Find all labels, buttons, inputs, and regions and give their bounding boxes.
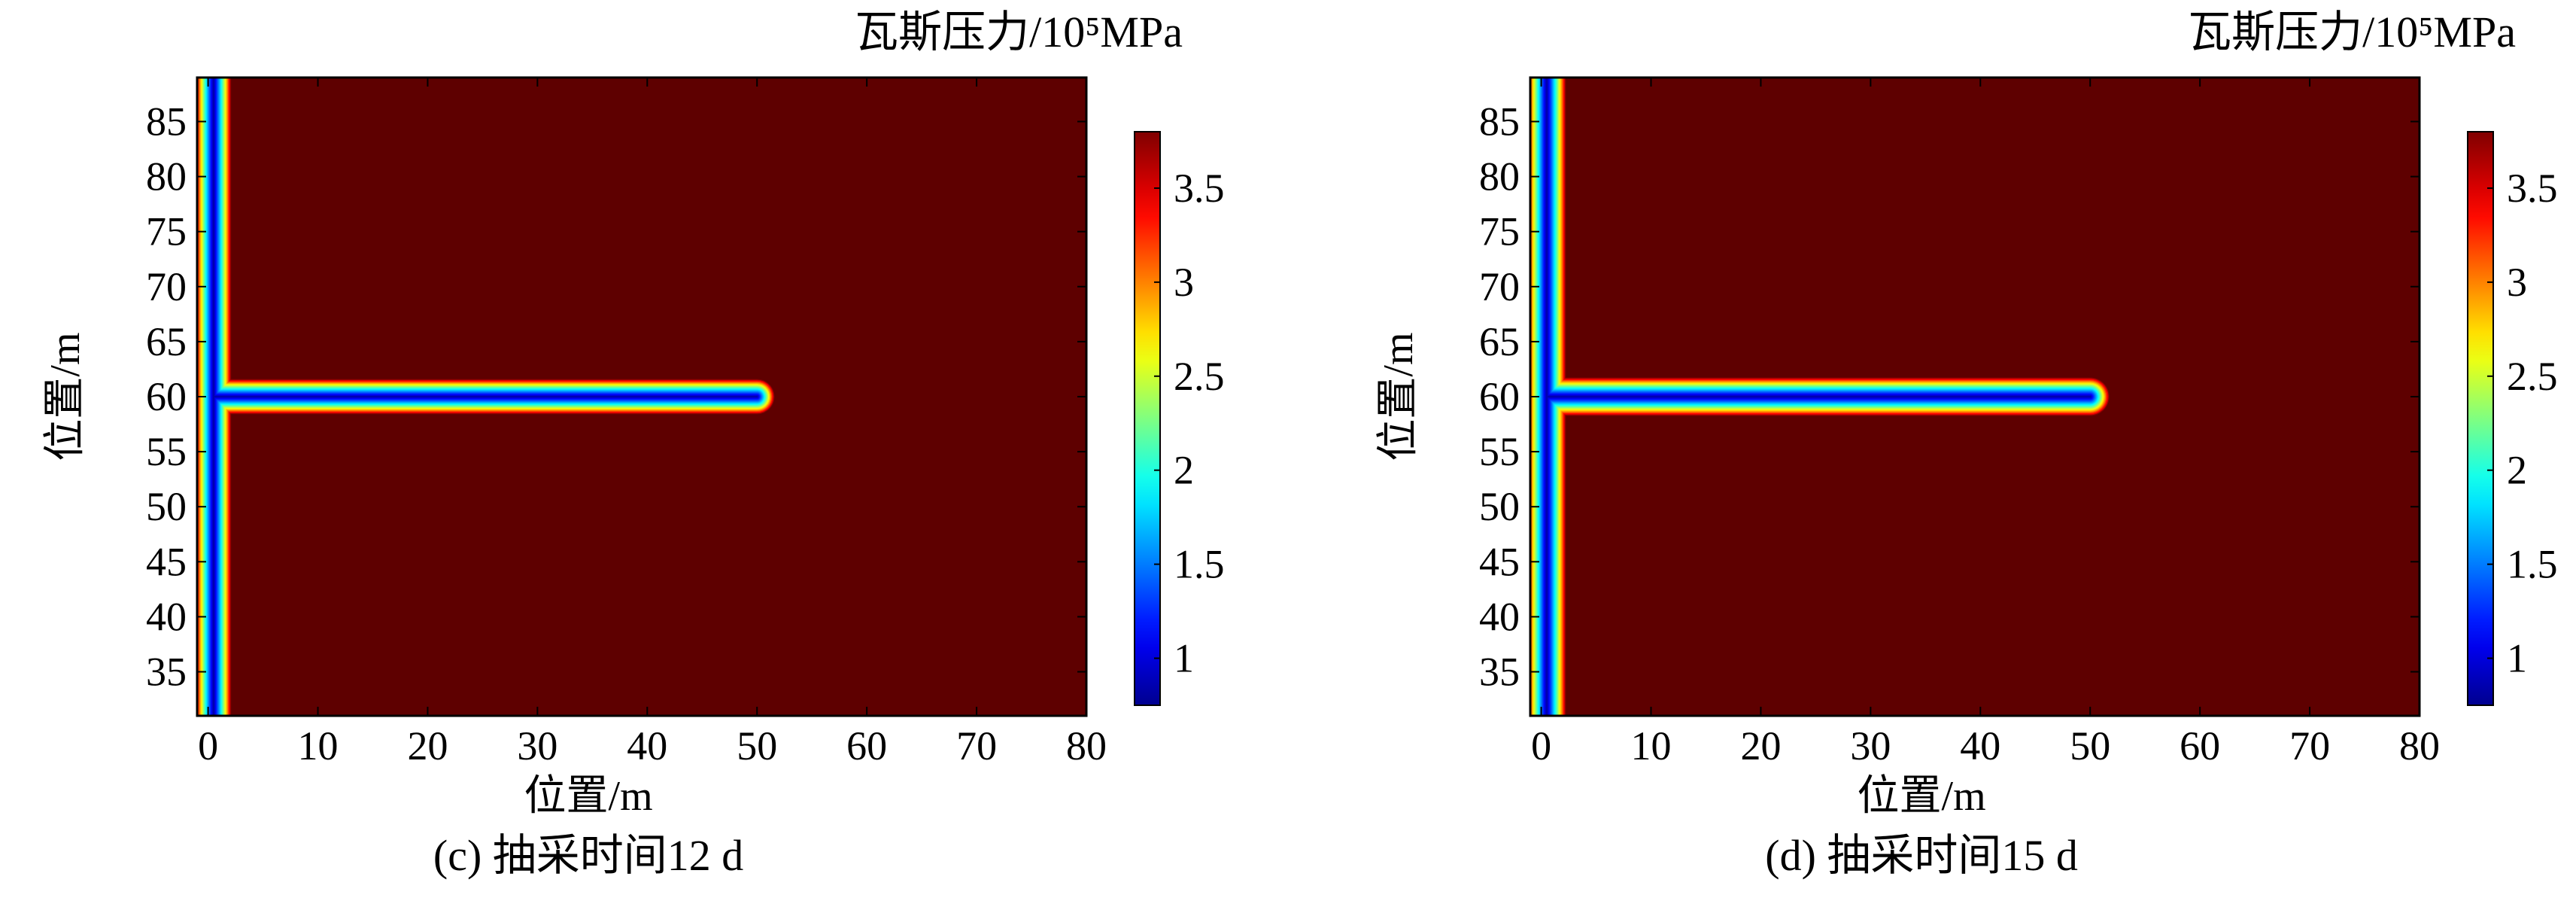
x-tick-label: 80 bbox=[1066, 723, 1107, 768]
y-axis-label: 位置/m bbox=[42, 332, 89, 461]
y-tick-label: 55 bbox=[146, 429, 187, 474]
y-tick-label: 35 bbox=[1479, 650, 1520, 695]
panel-c: 0 10 20 30 40 50 60 70 80 35 40 45 50 55 60 65 70 75 80 85 位… bbox=[42, 8, 1225, 880]
colorbar bbox=[1134, 131, 1161, 706]
colorbar-tick-label: 1 bbox=[1174, 636, 1194, 681]
colorbar-tick-label: 2 bbox=[2507, 448, 2527, 493]
pressure-contour-band bbox=[212, 78, 758, 716]
pressure-contour-band bbox=[1545, 78, 2091, 716]
y-tick-label: 60 bbox=[1479, 374, 1520, 419]
pressure-field bbox=[197, 78, 1086, 716]
x-axis-label: 位置/m bbox=[524, 773, 653, 820]
y-tick-label: 50 bbox=[1479, 484, 1520, 529]
colorbar-tick-label: 2 bbox=[1174, 448, 1194, 493]
y-tick-label: 60 bbox=[146, 374, 187, 419]
panel-caption: (d) 抽采时间15 d bbox=[1765, 831, 2078, 880]
y-tick-label: 85 bbox=[146, 99, 187, 144]
colorbar-tick-label: 1 bbox=[2507, 636, 2527, 681]
x-tick-label: 30 bbox=[1850, 723, 1891, 768]
x-tick-label: 50 bbox=[737, 723, 777, 768]
colorbar-tick-label: 1.5 bbox=[2507, 542, 2558, 587]
y-tick-label: 80 bbox=[1479, 154, 1520, 199]
y-tick-label: 40 bbox=[1479, 594, 1520, 639]
panel-caption: (c) 抽采时间12 d bbox=[433, 831, 743, 880]
y-tick-label: 75 bbox=[1479, 209, 1520, 254]
x-tick-label: 80 bbox=[2399, 723, 2440, 768]
x-tick-label: 30 bbox=[517, 723, 557, 768]
x-tick-label: 20 bbox=[407, 723, 448, 768]
x-tick-label: 70 bbox=[956, 723, 997, 768]
pressure-field bbox=[1530, 78, 2420, 716]
x-tick-label: 0 bbox=[1531, 723, 1551, 768]
x-tick-label: 20 bbox=[1740, 723, 1781, 768]
y-tick-label: 85 bbox=[1479, 99, 1520, 144]
colorbar-tick-label: 3.5 bbox=[1174, 166, 1225, 211]
borehole-influence bbox=[1530, 78, 2110, 716]
y-tick-label: 75 bbox=[146, 209, 187, 254]
colorbar-tick-label: 3 bbox=[1174, 260, 1194, 305]
panel-d: 0 10 20 30 40 50 60 70 80 35 40 45 50 55 60 65 70 75 80 85 位… bbox=[1375, 8, 2558, 880]
x-tick-label: 70 bbox=[2289, 723, 2330, 768]
y-tick-label: 65 bbox=[1479, 319, 1520, 364]
colorbar-tick-label: 1.5 bbox=[1174, 542, 1225, 587]
x-tick-label: 10 bbox=[298, 723, 339, 768]
y-tick-label: 65 bbox=[146, 319, 187, 364]
y-tick-label: 70 bbox=[146, 264, 187, 309]
x-tick-label: 40 bbox=[627, 723, 667, 768]
x-tick-label: 10 bbox=[1631, 723, 1672, 768]
x-axis-label: 位置/m bbox=[1858, 773, 1986, 820]
colorbar-tick-label: 2.5 bbox=[1174, 354, 1225, 399]
colorbar-tick-label: 3 bbox=[2507, 260, 2527, 305]
y-tick-label: 70 bbox=[1479, 264, 1520, 309]
x-tick-label: 50 bbox=[2070, 723, 2110, 768]
x-tick-label: 60 bbox=[2180, 723, 2220, 768]
y-tick-label: 80 bbox=[146, 154, 187, 199]
colorbar-tick-label: 2.5 bbox=[2507, 354, 2558, 399]
y-tick-label: 45 bbox=[146, 539, 187, 584]
colorbar-title: 瓦斯压力/10⁵MPa bbox=[2188, 8, 2516, 56]
x-tick-label: 40 bbox=[1960, 723, 2000, 768]
y-tick-label: 40 bbox=[146, 594, 187, 639]
colorbar-title: 瓦斯压力/10⁵MPa bbox=[855, 8, 1183, 56]
y-axis-label: 位置/m bbox=[1375, 332, 1422, 461]
colorbar-tick-label: 3.5 bbox=[2507, 166, 2558, 211]
x-tick-label: 60 bbox=[846, 723, 887, 768]
y-tick-label: 50 bbox=[146, 484, 187, 529]
borehole-influence bbox=[197, 78, 775, 716]
y-tick-label: 55 bbox=[1479, 429, 1520, 474]
colorbar bbox=[2467, 131, 2494, 706]
y-tick-label: 45 bbox=[1479, 539, 1520, 584]
x-tick-label: 0 bbox=[198, 723, 218, 768]
y-tick-label: 35 bbox=[146, 650, 187, 695]
